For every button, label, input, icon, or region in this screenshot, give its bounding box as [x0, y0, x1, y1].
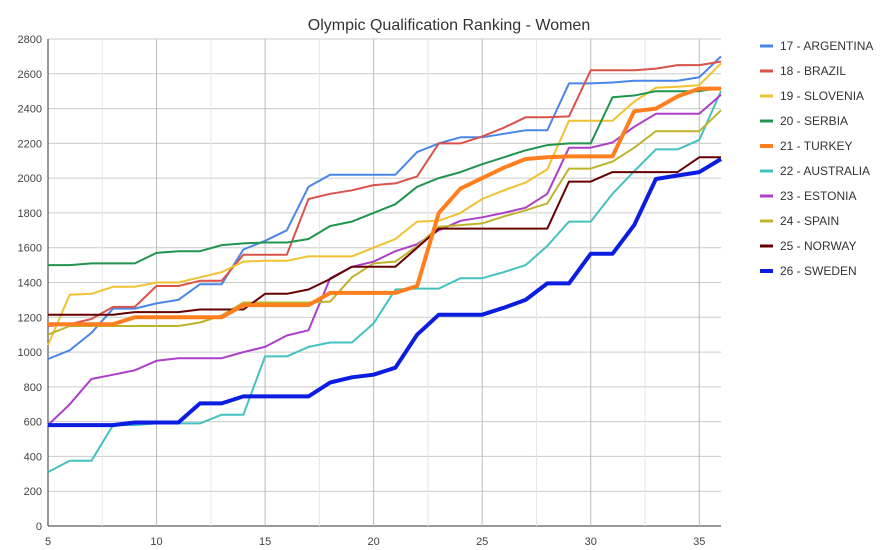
y-tick-label: 2000 — [18, 173, 42, 185]
y-tick-label: 2200 — [18, 138, 42, 150]
legend-label: 24 - SPAIN — [780, 214, 839, 228]
series-line — [47, 109, 722, 336]
legend-label: 26 - SWEDEN — [780, 264, 857, 278]
y-tick-label: 1600 — [18, 243, 42, 255]
y-tick-label: 1400 — [18, 278, 42, 290]
legend-label: 25 - NORWAY — [780, 239, 856, 253]
legend-label: 20 - SERBIA — [780, 114, 848, 128]
legend-label: 19 - SLOVENIA — [780, 89, 864, 103]
y-tick-label: 2600 — [18, 69, 42, 81]
legend: 17 - ARGENTINA 18 - BRAZIL 19 - SLOVENIA 20… — [760, 39, 873, 278]
series-line — [48, 86, 722, 267]
y-tick-label: 200 — [24, 486, 42, 498]
series-line — [48, 156, 721, 316]
x-tick-label: 35 — [693, 536, 705, 548]
series-line — [47, 62, 722, 346]
series-line — [47, 60, 722, 327]
y-tick-label: 0 — [36, 521, 42, 533]
legend-label: 21 - TURKEY — [780, 139, 852, 153]
axes: 0 200 400 600 800 1000 1200 1400 1600 1800 2000 220… — [18, 34, 706, 548]
y-tick-label: 400 — [24, 451, 42, 463]
x-tick-label: 5 — [45, 536, 51, 548]
series-line — [48, 157, 723, 428]
chart-title: Olympic Qualification Ranking - Women — [308, 17, 590, 34]
series-lines — [47, 55, 723, 473]
y-tick-label: 1200 — [18, 312, 42, 324]
legend-label: 17 - ARGENTINA — [780, 39, 873, 53]
x-tick-label: 30 — [585, 536, 597, 548]
y-tick-label: 2400 — [18, 104, 42, 116]
x-tick-label: 25 — [476, 536, 488, 548]
series-line — [47, 90, 722, 473]
y-tick-label: 800 — [24, 382, 42, 394]
grid-lines — [47, 38, 721, 527]
legend-label: 22 - AUSTRALIA — [780, 164, 870, 178]
x-tick-label: 20 — [368, 536, 380, 548]
y-tick-label: 600 — [24, 417, 42, 429]
y-tick-label: 1800 — [18, 208, 42, 220]
x-tick-label: 10 — [150, 536, 162, 548]
series-line — [48, 86, 721, 327]
series-line — [47, 93, 722, 426]
series-line — [47, 55, 722, 360]
x-tick-label: 15 — [259, 536, 271, 548]
y-tick-label: 2800 — [18, 34, 42, 46]
legend-label: 18 - BRAZIL — [780, 64, 846, 78]
y-tick-label: 1000 — [18, 347, 42, 359]
legend-label: 23 - ESTONIA — [780, 189, 856, 203]
